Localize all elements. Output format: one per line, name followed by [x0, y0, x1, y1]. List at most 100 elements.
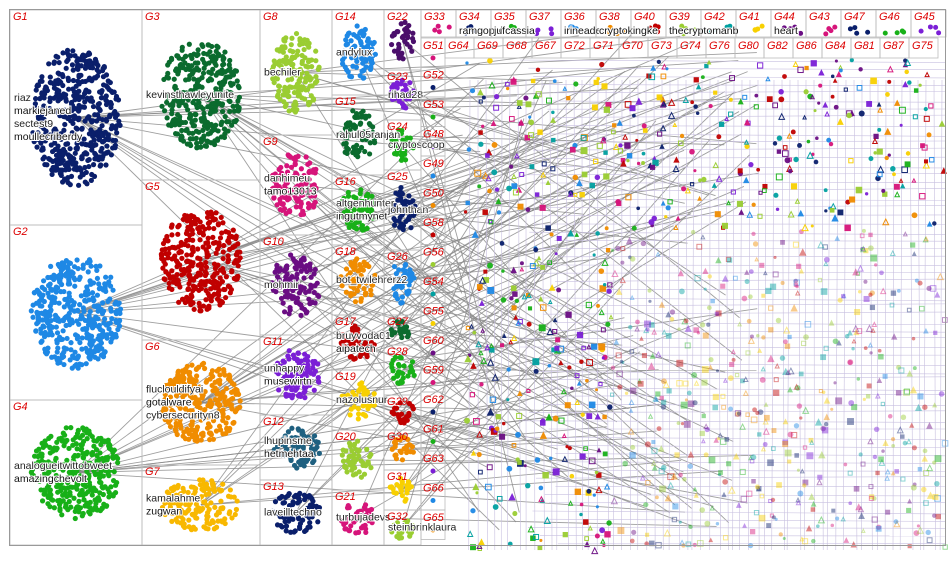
node [302, 493, 307, 498]
node [86, 428, 91, 433]
mesh-node [716, 369, 719, 372]
node [92, 112, 97, 117]
mesh-node [606, 289, 611, 294]
mesh-node [781, 281, 785, 285]
mesh-node [667, 389, 671, 393]
mesh-node [649, 541, 654, 546]
node [47, 313, 52, 318]
node [174, 258, 179, 263]
mesh-node [650, 165, 654, 169]
node [189, 214, 194, 219]
node [188, 112, 193, 117]
mesh-node [543, 473, 548, 478]
node [72, 284, 77, 289]
node [209, 122, 214, 127]
mesh-node [811, 539, 815, 543]
node [62, 433, 67, 438]
mesh-node [754, 94, 758, 98]
node [55, 340, 60, 345]
mesh-node [833, 381, 836, 384]
node [363, 413, 368, 418]
mesh-node [797, 143, 802, 148]
mesh-node [715, 312, 718, 315]
node [175, 224, 180, 229]
mesh-node [630, 453, 635, 458]
mesh-node [793, 157, 798, 162]
node [214, 251, 219, 256]
mesh-node [620, 261, 624, 265]
node [194, 136, 199, 141]
mesh-node [690, 100, 694, 104]
node [38, 303, 43, 308]
mesh-node [679, 289, 685, 295]
node [349, 222, 354, 227]
node [358, 73, 363, 78]
mesh-node [788, 335, 791, 338]
node [201, 361, 206, 366]
node [352, 262, 357, 267]
mesh-node [878, 349, 882, 353]
node [221, 270, 226, 275]
mesh-node [776, 318, 781, 323]
node [305, 64, 310, 69]
mesh-node [487, 189, 492, 194]
mesh-node [546, 226, 551, 231]
node [33, 328, 38, 333]
node [192, 401, 197, 406]
node [201, 111, 206, 116]
node [108, 80, 113, 85]
mesh-node [862, 229, 866, 233]
node [58, 485, 63, 490]
node [304, 309, 309, 314]
mesh-node [605, 226, 609, 230]
mesh-node [719, 471, 723, 475]
node [315, 361, 320, 366]
mesh-node [782, 74, 787, 79]
node [295, 500, 300, 505]
node [396, 381, 401, 386]
node [405, 373, 410, 378]
node [364, 262, 369, 267]
mesh-node [593, 253, 596, 256]
node [193, 511, 198, 516]
node [52, 505, 57, 510]
node [212, 261, 217, 266]
mesh-node [863, 398, 866, 401]
node [225, 128, 230, 133]
node [66, 446, 71, 451]
node [54, 315, 59, 320]
mesh-node [595, 175, 600, 180]
mesh-node [707, 305, 712, 310]
node [222, 372, 227, 377]
mesh-node [727, 258, 731, 262]
node [221, 243, 226, 248]
mesh-node [651, 216, 657, 222]
node [212, 142, 217, 147]
node [406, 193, 411, 198]
node [66, 87, 71, 92]
node [233, 392, 238, 397]
mesh-node [783, 339, 788, 344]
node [393, 293, 398, 298]
node [89, 95, 94, 100]
mesh-node [814, 109, 817, 112]
node [82, 137, 87, 142]
node [345, 505, 350, 510]
node [233, 512, 238, 517]
mesh-node [630, 106, 635, 111]
node [367, 121, 372, 126]
mesh-node [711, 299, 714, 302]
node [83, 150, 88, 155]
node [226, 238, 231, 243]
mesh-node [506, 398, 509, 401]
mesh-node [631, 388, 636, 393]
mesh-node [871, 255, 877, 261]
node [108, 105, 113, 110]
node [101, 133, 106, 138]
mesh-node [497, 210, 501, 214]
mesh-node [750, 530, 754, 534]
mesh-node [770, 284, 775, 289]
mesh-node [924, 160, 927, 163]
mesh-node [680, 134, 684, 138]
node [402, 363, 407, 368]
